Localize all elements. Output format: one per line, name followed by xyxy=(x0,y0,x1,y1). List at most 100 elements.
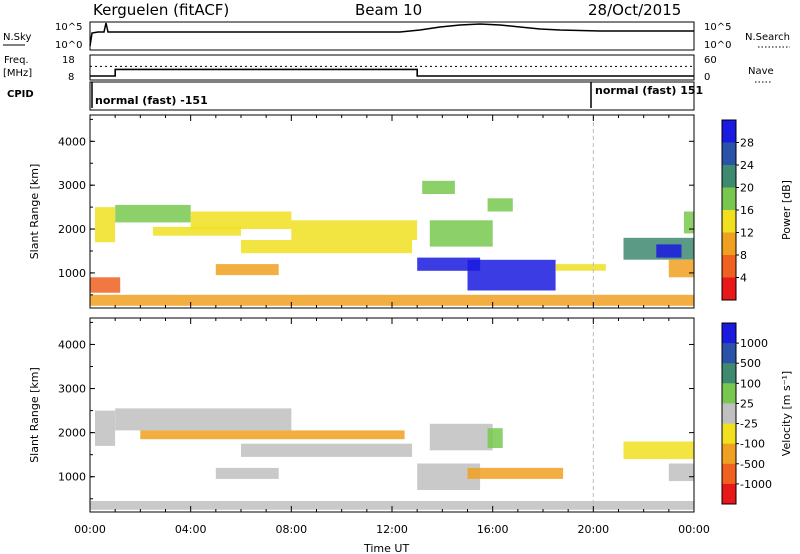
power-echo-region xyxy=(555,264,606,271)
time-tick-label: 04:00 xyxy=(175,523,207,536)
velocity-ytick-label: 4000 xyxy=(58,338,86,351)
station-title: Kerguelen (fitACF) xyxy=(93,1,229,19)
velocity-colorbar-swatch xyxy=(722,483,736,505)
freq-left-label-1: Freq. xyxy=(4,55,29,66)
noise-right-label: N.Search xyxy=(745,32,790,43)
velocity-colorbar-tick-label: -500 xyxy=(740,458,765,471)
power-echo-region xyxy=(115,204,191,223)
noise-left-tick-top: 10^5 xyxy=(55,22,82,33)
power-colorbar-label: Power [dB] xyxy=(780,180,793,240)
velocity-echo-region xyxy=(467,467,564,479)
velocity-ytick-label: 2000 xyxy=(58,427,86,440)
velocity-colorbar-tick-label: -100 xyxy=(740,438,765,451)
power-echo-region xyxy=(190,211,292,229)
velocity-echo-region xyxy=(623,441,694,460)
power-echo-region xyxy=(90,294,694,306)
time-axis-label: Time UT xyxy=(363,542,409,554)
noise-left-tick-bottom: 10^0 xyxy=(55,40,82,51)
velocity-colorbar-swatch xyxy=(722,443,736,465)
date-title: 28/Oct/2015 xyxy=(588,1,681,19)
freq-left-tick-bottom: 8 xyxy=(68,72,74,83)
power-colorbar-swatch xyxy=(722,142,736,166)
power-echo-region xyxy=(429,220,493,247)
velocity-colorbar-swatch xyxy=(722,403,736,424)
beam-title: Beam 10 xyxy=(355,1,422,19)
power-ytick-label: 4000 xyxy=(58,135,86,148)
cpid-panel: CPID normal (fast) -151 normal (fast) 15… xyxy=(7,81,703,111)
power-echo-region xyxy=(422,180,455,194)
freq-right-tick-bottom: 0 xyxy=(704,72,710,83)
noise-sky-trace xyxy=(89,22,694,47)
velocity-echo-region xyxy=(487,428,503,448)
power-echo-region xyxy=(90,277,121,293)
velocity-colorbar-tick-label: 25 xyxy=(740,397,754,410)
velocity-colorbar-swatch xyxy=(722,363,736,384)
power-colorbar-tick-label: 20 xyxy=(740,182,754,195)
time-tick-label: 00:00 xyxy=(678,523,710,536)
velocity-colorbar-swatch xyxy=(722,463,736,485)
velocity-echo-region xyxy=(140,430,405,440)
power-echo-region xyxy=(656,244,682,258)
power-colorbar-swatch xyxy=(722,187,736,211)
power-ytick-label: 1000 xyxy=(58,267,86,280)
time-tick-label: 00:00 xyxy=(74,523,106,536)
velocity-echo-region xyxy=(668,463,694,482)
power-echo-region xyxy=(241,240,413,254)
power-colorbar-tick-label: 16 xyxy=(740,204,754,217)
velocity-colorbar-tick-label: 500 xyxy=(740,357,761,370)
time-tick-label: 08:00 xyxy=(275,523,307,536)
freq-right-tick-top: 60 xyxy=(704,55,717,66)
velocity-colorbar-tick-label: -1000 xyxy=(740,478,772,491)
power-colorbar-swatch xyxy=(722,210,736,233)
velocity-echo-region xyxy=(241,443,413,457)
power-ylabel: Slant Range [km] xyxy=(28,164,41,260)
freq-panel: Freq. [MHz] 18 8 60 0 Nave xyxy=(3,54,774,83)
noise-left-label: N.Sky xyxy=(3,32,31,43)
power-panel: 1000 2000 3000 4000 Slant Range [km] xyxy=(28,114,695,309)
velocity-colorbar: 1000 500 100 25 -25 -100 -500 -1000 Velocity [m … xyxy=(721,322,793,505)
power-echo-region xyxy=(668,259,694,278)
velocity-colorbar-swatch xyxy=(722,323,736,344)
power-echo-region xyxy=(291,220,418,240)
noise-right-tick-top: 10^5 xyxy=(704,22,731,33)
time-tick-label: 16:00 xyxy=(477,523,509,536)
power-colorbar-tick-label: 8 xyxy=(740,249,747,262)
freq-trace xyxy=(90,68,694,77)
noise-right-tick-bottom: 10^0 xyxy=(704,40,731,51)
time-tick-label: 12:00 xyxy=(376,523,408,536)
power-colorbar-swatch xyxy=(722,165,736,188)
velocity-ytick-label: 1000 xyxy=(58,471,86,484)
power-ytick-label: 3000 xyxy=(58,179,86,192)
noise-panel: N.Sky 10^5 10^0 10^5 10^0 N.Search xyxy=(3,21,790,51)
velocity-colorbar-swatch xyxy=(722,383,736,404)
power-colorbar-tick-label: 28 xyxy=(740,137,754,150)
velocity-ylabel: Slant Range [km] xyxy=(28,367,41,463)
power-echo-region xyxy=(467,259,556,291)
freq-left-tick-top: 18 xyxy=(62,55,75,66)
cpid-mode-1: normal (fast) -151 xyxy=(95,94,208,107)
cpid-label: CPID xyxy=(7,89,34,100)
freq-left-label-2: [MHz] xyxy=(3,68,32,79)
velocity-panel: 1000 2000 3000 4000 Slant Range [km] xyxy=(28,317,695,513)
power-colorbar-swatch xyxy=(722,232,736,256)
velocity-echo-region xyxy=(115,408,292,431)
velocity-ytick-label: 3000 xyxy=(58,383,86,396)
velocity-colorbar-tick-label: 100 xyxy=(740,377,761,390)
power-echo-region xyxy=(487,198,513,212)
power-colorbar-tick-label: 4 xyxy=(740,272,747,285)
power-echo-region xyxy=(152,226,241,236)
power-echo-region xyxy=(95,207,116,243)
power-colorbar: 4 8 12 16 20 24 28 Power [dB] xyxy=(721,119,793,301)
power-colorbar-swatch xyxy=(722,255,736,278)
velocity-colorbar-swatch xyxy=(722,343,736,364)
time-axis: 00:00 04:00 08:00 12:00 16:00 20:00 00:00 xyxy=(74,523,710,536)
time-tick-label: 20:00 xyxy=(577,523,609,536)
power-echo-region xyxy=(417,257,481,271)
velocity-echo-region xyxy=(90,501,694,510)
power-ytick-label: 2000 xyxy=(58,223,86,236)
velocity-colorbar-swatch xyxy=(722,423,736,445)
velocity-echo-region xyxy=(215,467,279,479)
power-colorbar-swatch xyxy=(722,277,736,301)
velocity-colorbar-tick-label: 1000 xyxy=(740,337,768,350)
